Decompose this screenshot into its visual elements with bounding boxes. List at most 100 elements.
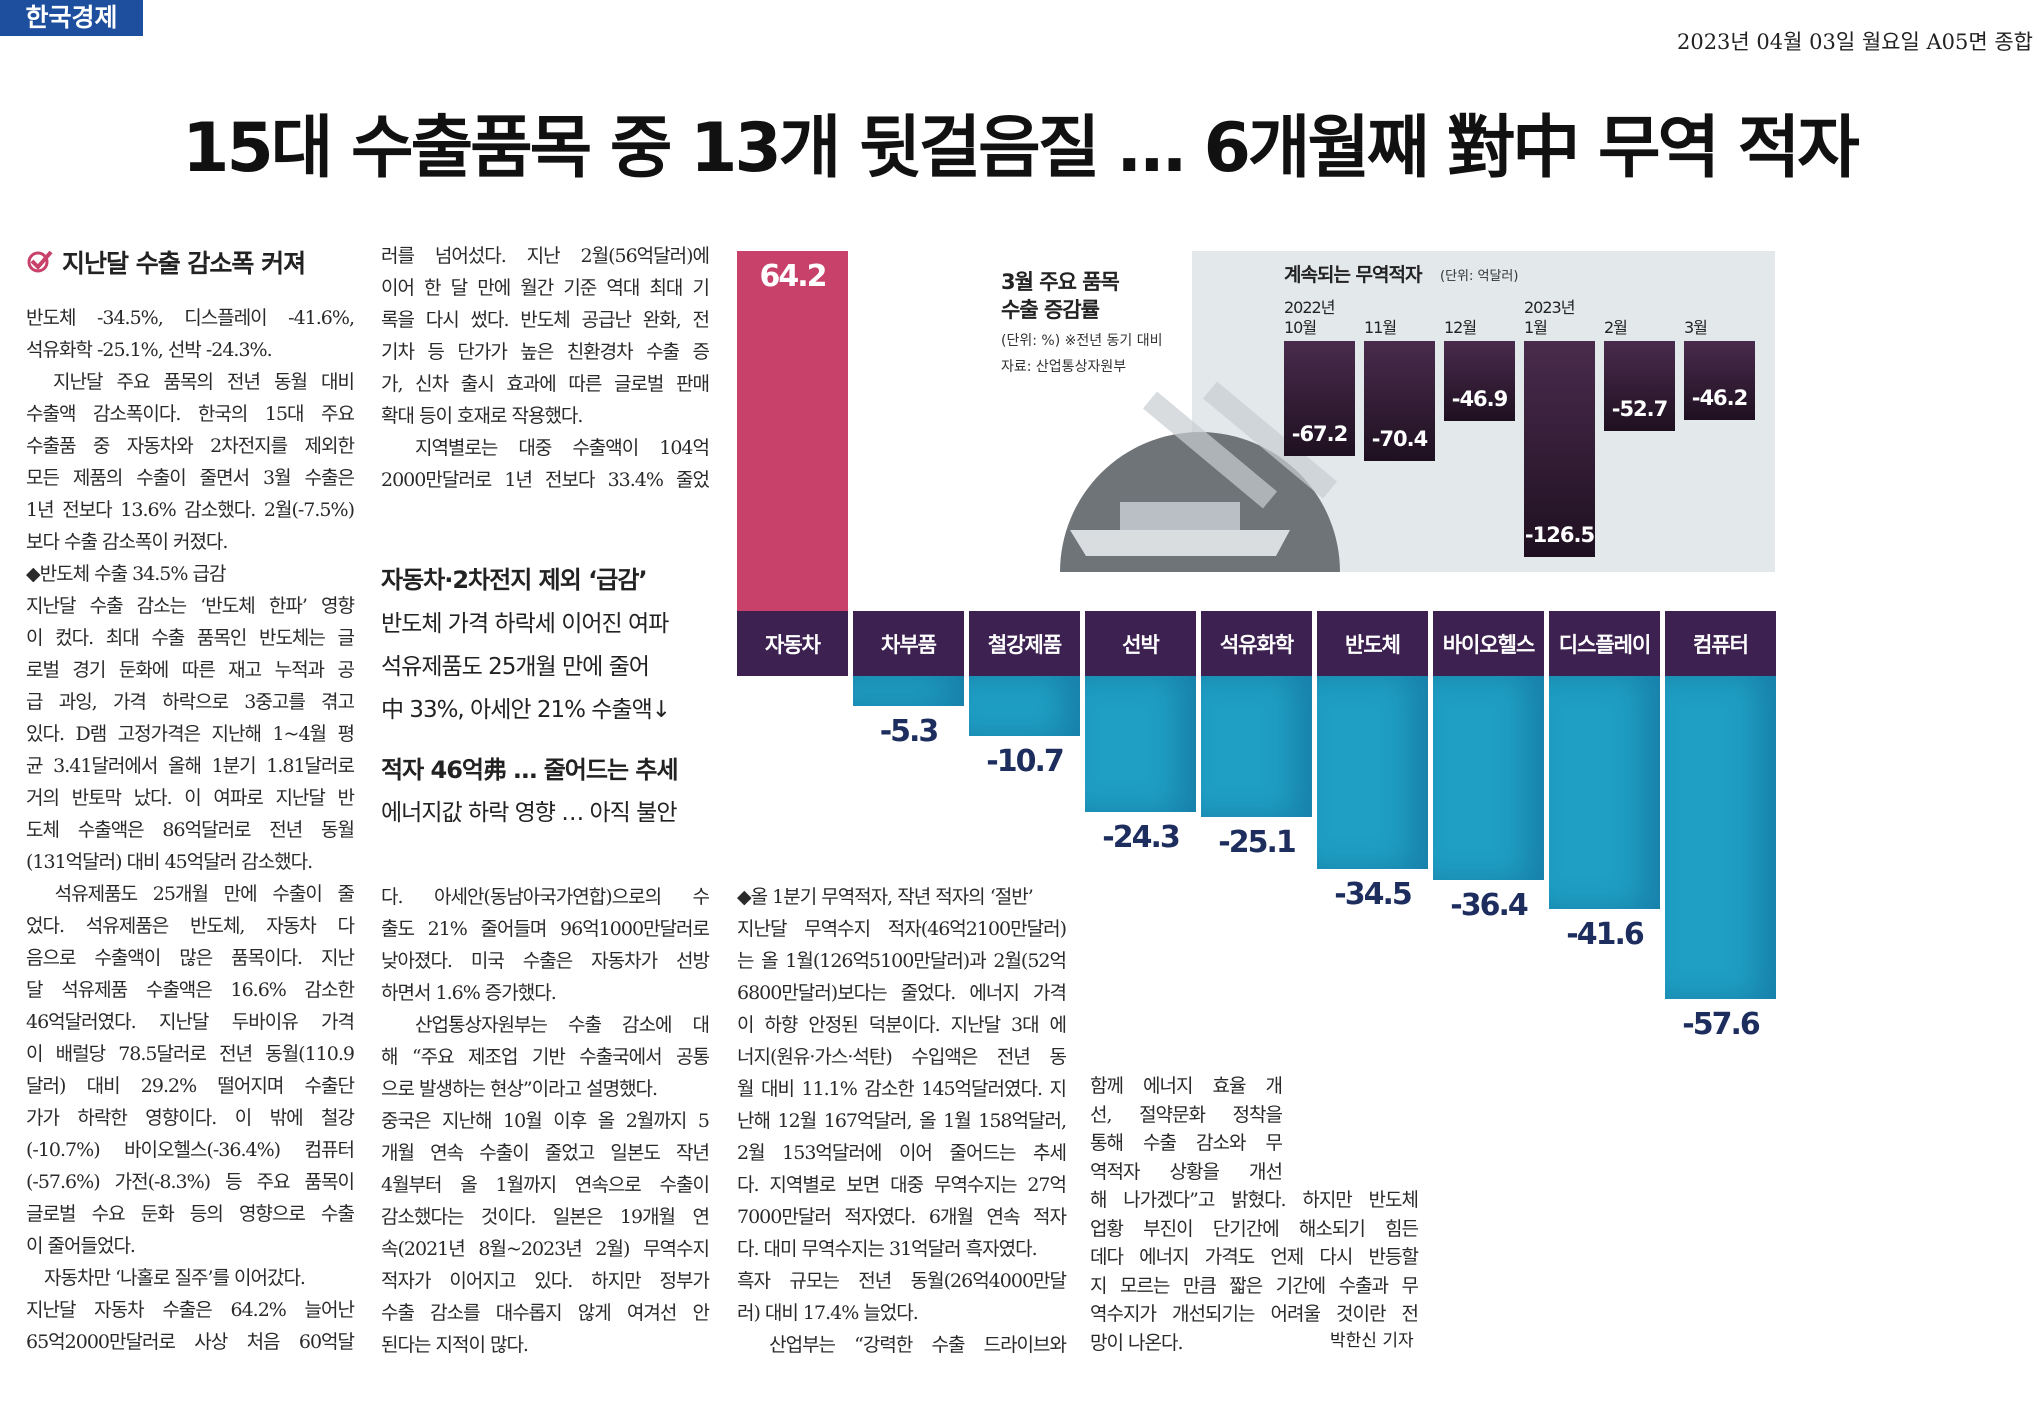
article-line: 로벌 경기 둔화에 따른 재고 누적과 공 [26,659,355,681]
bar [1665,676,1776,999]
article-line: 7000만달러 적자였다. 6개월 연속 적자 [737,1206,1067,1228]
article-line: 된다는 지적이 많다. [381,1334,529,1356]
article-line: 다. 대미 무역수지는 31억달러 흑자였다. [737,1238,1038,1260]
bar [1284,341,1355,456]
x-tick-label: 반도체 [1317,611,1428,676]
article-line: 있다. D램 고정가격은 지난해 1~4월 평 [26,723,355,745]
article-line: 이 줄어들었다. [26,1235,136,1257]
article-line: 지난달 무역수지 적자(46억2100만달러) [737,918,1067,940]
article-line: 출도 21% 줄어들며 96억1000만달러로 [381,918,710,940]
data-label: -24.3 [1102,820,1180,856]
bar [1444,341,1515,422]
article-line: 6800만달러)보다는 줄었다. 에너지 가격 [737,982,1067,1004]
data-label: -46.2 [1691,386,1749,410]
headline: 15대 수출품목 중 13개 뒷걸음질 … 6개월째 對中 무역 적자 [182,109,1860,188]
article-line: 2월 153억달러에 이어 줄어드는 추세 [737,1142,1067,1164]
article-line: 선, 절약문화 정착을 [1090,1103,1283,1126]
article-line: 록을 다시 썼다. 반도체 공급난 완화, 전 [381,309,710,331]
chart-subtitle: (단위: 억달러) [1440,269,1519,284]
data-label: -41.6 [1566,916,1644,952]
article-line: 지난달 자동차 수출은 64.2% 늘어난 [26,1299,355,1321]
ship-illustration [1060,381,1340,572]
article-line: 러를 넘어섰다. 지난 2월(56억달러)에 [381,245,710,267]
bar [853,676,964,706]
article-line: 석유제품도 25개월 만에 수출이 줄 [26,883,355,905]
x-tick-label: 12월 [1444,318,1477,337]
x-tick-label: 자동차 [737,611,848,676]
deck-line: 中 33%, 아세안 21% 수출액↓ [381,697,671,723]
chart-title: 3월 주요 품목 수출 증감률 [1001,270,1120,322]
check-icon [27,250,53,273]
deck-line: 반도체 가격 하락세 이어진 여파 [381,611,669,637]
deck-line: 석유제품도 25개월 만에 줄어 [381,654,650,680]
data-label: -57.6 [1682,1006,1760,1042]
article-line: 해 “주요 제조업 기반 수출국에서 공통 [381,1046,710,1068]
byline: 박한신 기자 [1330,1331,1414,1351]
article-line: 급 과잉, 가격 하락으로 3중고를 겪고 [26,691,355,713]
article-line: 너지(원유·가스·석탄) 수입액은 전년 동 [737,1046,1067,1068]
data-label: -70.4 [1371,427,1429,452]
article-line: 지난달 수출 감소는 ‘반도체 한파’ 영향 [26,595,355,617]
bar [1201,676,1312,817]
article-line: 다. 지역별로 보면 대중 무역수지는 27억 [737,1174,1067,1196]
article-line: 난해 12월 167억달러, 올 1월 158억달러, [737,1110,1067,1132]
x-tick-label: 바이오헬스 [1433,611,1544,676]
article-line: 데다 에너지 가격도 언제 다시 반등할 [1090,1246,1419,1268]
article-line: 달 석유제품 수출액은 16.6% 감소한 [26,979,355,1001]
section-title: 지난달 수출 감소폭 커져 [62,249,306,278]
article-line: 균 3.41달러에서 올해 1분기 1.81달러로 [26,755,355,777]
data-label: -34.5 [1334,877,1412,913]
x-tick-label: 11월 [1364,318,1397,337]
article-line: ◆올 1분기 무역적자, 작년 적자의 ‘절반’ [737,886,1034,908]
article-line: 으로 발생하는 현상”이라고 설명했다. [381,1078,658,1100]
x-tick-label: 차부품 [853,611,964,676]
x-tick-label: 컴퓨터 [1665,611,1776,676]
article-line: 망이 나온다. [1090,1331,1183,1354]
data-label: -46.9 [1451,387,1509,412]
article-line: 역수지가 개선되기는 어려울 것이란 전 [1090,1303,1419,1325]
x-tick-label: 2023년 1월 [1524,298,1575,337]
article-line: 65억2000만달러로 사상 처음 60억달 [26,1331,355,1353]
bar [1524,341,1595,558]
deck-line: 에너지값 하락 영향 … 아직 불안 [381,800,677,826]
article-line: 석유화학 -25.1%, 선박 -24.3%. [26,339,273,361]
x-tick-label: 디스플레이 [1549,611,1660,676]
data-label: -36.4 [1450,887,1528,923]
article-line: 월 대비 11.1% 감소한 145억달러였다. 지 [737,1078,1067,1100]
article-line: 46억달러였다. 지난달 두바이유 가격 [26,1011,355,1033]
article-line: 낮아졌다. 미국 수출은 자동차가 선방 [381,950,710,972]
article-line: 흑자 규모는 전년 동월(26억4000만달 [737,1270,1067,1292]
article-line: 보다 수출 감소폭이 커졌다. [26,531,228,553]
article-line: (-57.6%) 가전(-8.3%) 등 주요 품목이 [26,1171,355,1193]
article-line: 이어 한 달 만에 월간 기준 역대 최대 기 [381,277,710,299]
article-line: 글로벌 수요 둔화 등의 영향으로 수출 [26,1203,355,1225]
bar [1604,341,1675,432]
article-line: 함께 에너지 효율 개 [1090,1075,1283,1097]
bar [1364,341,1435,462]
article-line: 지 모르는 만큼 짧은 기간에 수출과 무 [1090,1274,1419,1297]
bar [1317,676,1428,870]
chart-source: 자료: 산업통상자원부 [1001,359,1127,375]
article-line: 속(2021년 8월~2023년 2월) 무역수지 [381,1238,710,1260]
article-line: 수출 감소를 대수롭지 않게 여겨선 안 [381,1302,710,1324]
article-line: 중국은 지난해 10월 이후 올 2월까지 5 [381,1110,710,1132]
article-line: 이 하향 안정된 덕분이다. 지난달 3대 에 [737,1014,1067,1036]
x-tick-label: 선박 [1085,611,1196,676]
x-tick-label: 2022년 10월 [1284,298,1335,337]
data-label: 64.2 [759,259,827,295]
x-tick-label: 2월 [1604,318,1628,337]
article-line: 러) 대비 17.4% 늘었다. [737,1302,919,1324]
article-line: 하면서 1.6% 증가했다. [381,982,557,1004]
data-label: -67.2 [1291,421,1349,446]
article-line: 이 컸다. 최대 수출 품목인 반도체는 글 [26,627,355,649]
article-line: 가, 신차 출시 효과에 따른 글로벌 판매 [381,373,710,395]
article-line: 통해 수출 감소와 무 [1090,1132,1283,1154]
article-line: 도체 수출액은 86억달러로 전년 동월 [26,819,355,841]
article-line: 2000만달러로 1년 전보다 33.4% 줄었 [381,469,710,491]
article-line: 적자가 이어지고 있다. 하지만 정부가 [381,1270,710,1292]
chart-subtitle: (단위: %) ※전년 동기 대비 [1001,333,1163,349]
article-line: 산업부는 “강력한 수출 드라이브와 [737,1334,1067,1356]
article-line: 기차 등 단가가 높은 친환경차 수출 증 [381,341,710,363]
article-line: (-10.7%) 바이오헬스(-36.4%) 컴퓨터 [26,1139,355,1161]
